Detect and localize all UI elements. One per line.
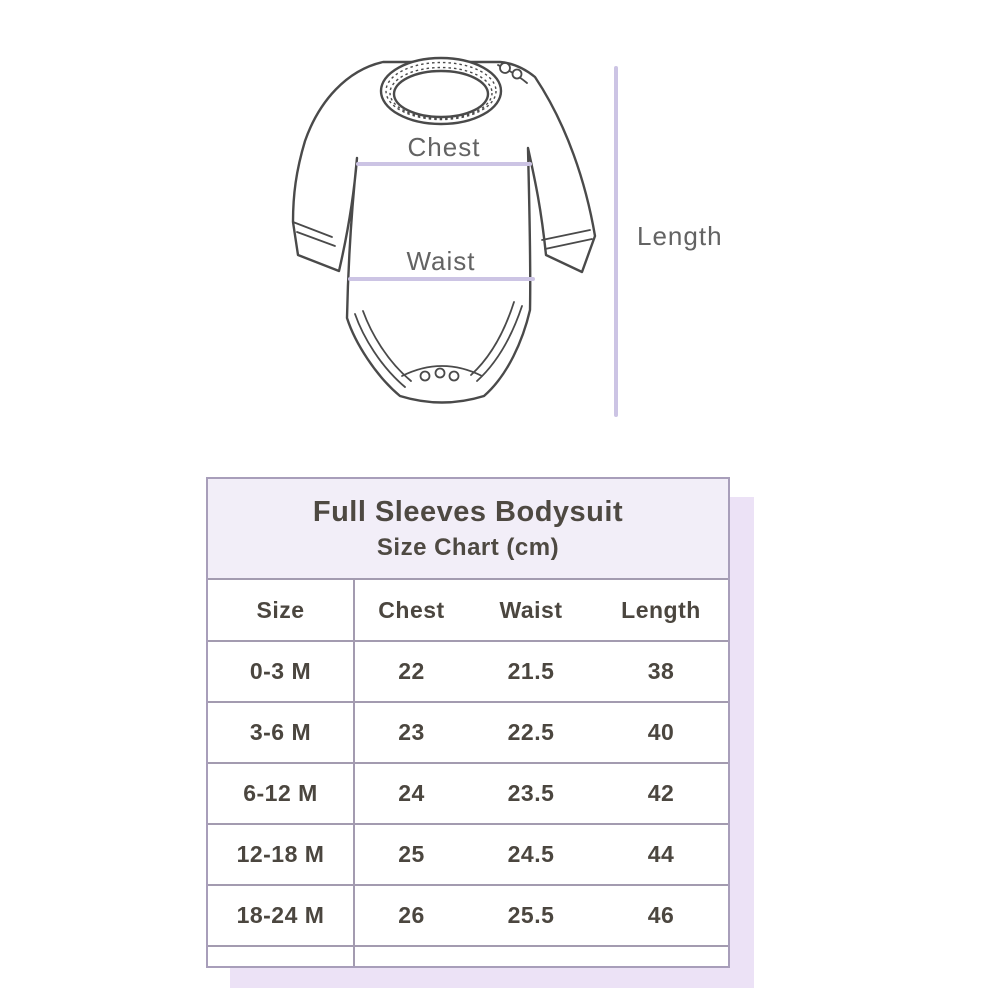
table-row: 18-24 M 26 25.5 46 (208, 884, 728, 946)
table-row: 12-18 M 25 24.5 44 (208, 823, 728, 885)
size-chart-header: Full Sleeves Bodysuit Size Chart (cm) (208, 479, 728, 580)
table-row: 3-6 M 23 22.5 40 (208, 701, 728, 763)
size-table-body: 0-3 M 22 21.5 38 3-6 M 23 22.5 40 6-12 M 24 23.5 42… (208, 641, 728, 966)
size-cell: 6-12 M (208, 762, 355, 824)
waist-cell: 22.5 (468, 701, 594, 763)
waist-cell: 23.5 (468, 762, 594, 824)
chest-cell: 24 (354, 762, 468, 824)
waist-label: Waist (406, 246, 475, 276)
empty-cell (468, 945, 594, 966)
empty-cell (354, 945, 468, 966)
length-label: Length (637, 221, 723, 251)
column-header-waist: Waist (468, 580, 594, 642)
table-row: 0-3 M 22 21.5 38 (208, 641, 728, 702)
size-cell: 12-18 M (208, 823, 355, 885)
empty-row (208, 945, 728, 966)
waist-cell: 25.5 (468, 884, 594, 946)
chest-cell: 26 (354, 884, 468, 946)
chest-cell: 23 (354, 701, 468, 763)
length-cell: 46 (594, 884, 728, 946)
size-cell: 3-6 M (208, 701, 355, 763)
size-cell: 0-3 M (208, 641, 355, 702)
size-chart-card: Full Sleeves Bodysuit Size Chart (cm) Si… (206, 477, 730, 968)
bodysuit-detail-lines (292, 64, 593, 388)
column-header-chest: Chest (354, 580, 468, 642)
chest-cell: 25 (354, 823, 468, 885)
size-chart-title: Full Sleeves Bodysuit (312, 495, 624, 528)
bodysuit-measurement-diagram: Chest Waist Length (291, 56, 723, 417)
crotch-snaps-icon (419, 367, 460, 382)
length-cell: 42 (594, 762, 728, 824)
length-cell: 38 (647, 658, 675, 684)
neckband (379, 56, 503, 126)
size-table: Size Chest Waist Length 0-3 M 22 21.5 38 3-6… (208, 580, 728, 966)
waist-cell: 21.5 (507, 658, 555, 684)
waist-cell: 24.5 (468, 823, 594, 885)
length-cell: 40 (594, 701, 728, 763)
chest-label: Chest (408, 132, 481, 162)
size-chart-subtitle: Size Chart (cm) (376, 533, 560, 561)
chest-cell: 22 (398, 658, 425, 684)
size-cell: 18-24 M (208, 884, 355, 946)
column-header-size: Size (208, 580, 355, 642)
length-cell: 44 (594, 823, 728, 885)
column-header-row: Size Chest Waist Length (208, 580, 728, 642)
empty-cell (594, 945, 728, 966)
table-row: 6-12 M 24 23.5 42 (208, 762, 728, 824)
column-header-length: Length (594, 580, 728, 642)
shoulder-snaps-icon (499, 62, 523, 80)
empty-cell (208, 945, 355, 966)
